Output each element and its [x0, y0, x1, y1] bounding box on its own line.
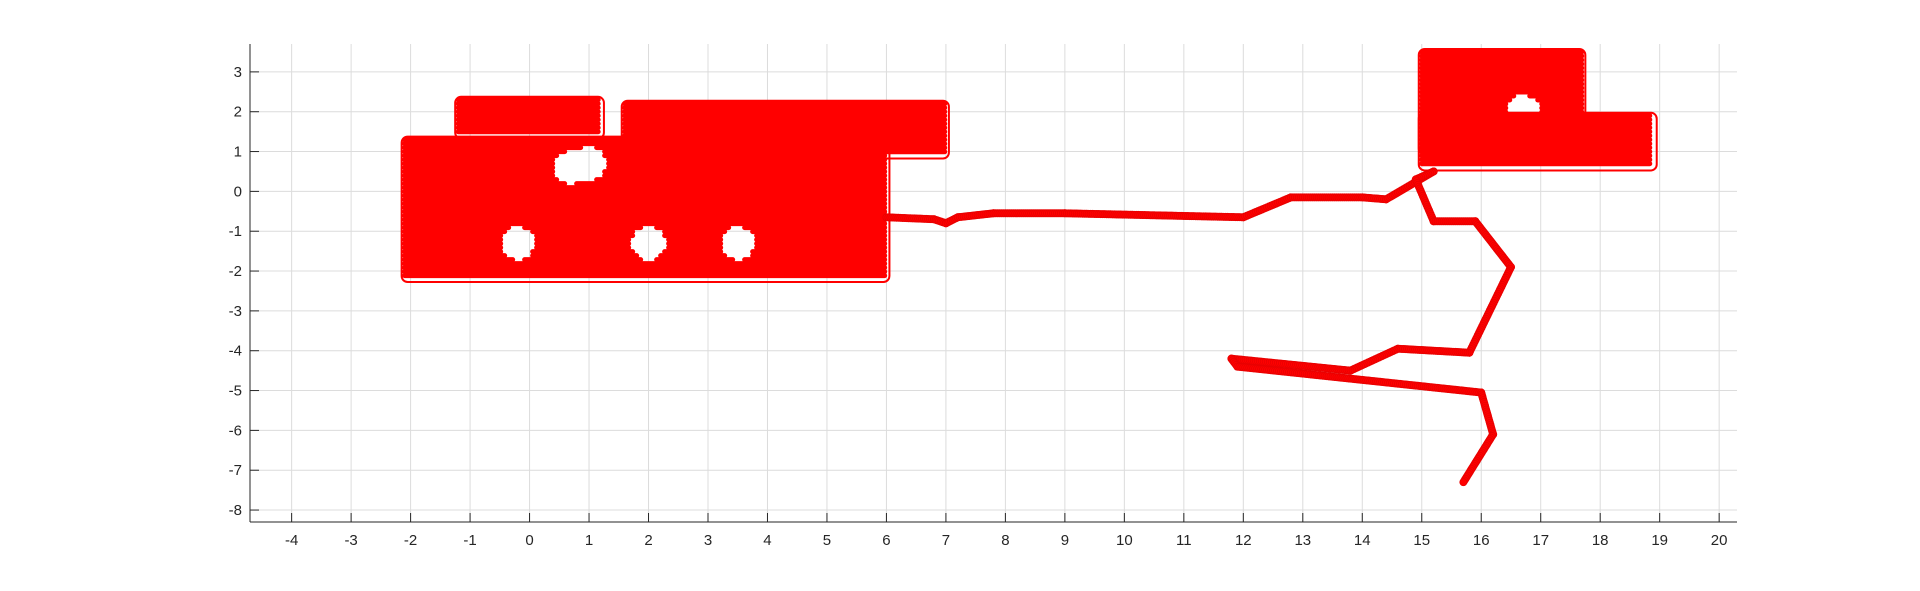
- y-tick-label: 3: [234, 64, 242, 81]
- point-cluster: [620, 99, 950, 160]
- y-tick-label: 2: [234, 104, 242, 121]
- x-tick-label: -1: [463, 532, 476, 549]
- x-tick-label: 9: [1061, 532, 1069, 549]
- y-tick-label: -1: [229, 223, 242, 240]
- axes: -4 -3 -2 -1 0 1 2 3 4 5 6 7 8 9 10 11 12 13 14 15 16 17 18 19 20…: [229, 44, 1737, 549]
- data-point: [1459, 478, 1468, 487]
- x-tick-label: 10: [1116, 532, 1133, 549]
- point-cluster: [1417, 111, 1658, 172]
- point-cluster: [454, 95, 605, 140]
- trajectory: [882, 167, 1515, 487]
- y-tick-label: -3: [229, 303, 242, 320]
- x-tick-label: 5: [823, 532, 831, 549]
- x-tick-label: 18: [1592, 532, 1609, 549]
- x-tick-label: 0: [525, 532, 533, 549]
- x-tick-label: 11: [1176, 532, 1192, 549]
- cluster-edge: [1417, 111, 1658, 172]
- x-tick-label: 8: [1001, 532, 1009, 549]
- y-tick-label: -7: [229, 462, 242, 479]
- x-tick-label: -3: [344, 532, 357, 549]
- x-tick-label: 12: [1235, 532, 1252, 549]
- x-tick-label: 14: [1354, 532, 1371, 549]
- y-tick-label: -2: [229, 263, 242, 280]
- x-tick-label: 1: [585, 532, 593, 549]
- y-tick-label: -5: [229, 383, 242, 400]
- x-tick-label: 7: [942, 532, 950, 549]
- y-tick-label: -4: [229, 343, 242, 360]
- x-tick-label: -2: [404, 532, 417, 549]
- data-series: [400, 47, 1658, 487]
- y-tick-label: 1: [234, 144, 242, 161]
- x-tick-label: -4: [285, 532, 298, 549]
- y-tick-label: -6: [229, 422, 242, 439]
- cluster-edge: [454, 95, 605, 140]
- x-tick-label: 19: [1651, 532, 1668, 549]
- y-tick-label: 0: [234, 183, 242, 200]
- x-tick-label: 17: [1532, 532, 1549, 549]
- x-tick-label: 20: [1711, 532, 1728, 549]
- cluster-edge: [620, 99, 950, 160]
- y-tick-label: -8: [229, 502, 242, 519]
- x-tick-label: 4: [763, 532, 771, 549]
- x-tick-label: 16: [1473, 532, 1490, 549]
- x-tick-label: 15: [1413, 532, 1430, 549]
- x-tick-label: 2: [644, 532, 652, 549]
- x-tick-label: 13: [1294, 532, 1311, 549]
- x-tick-label: 6: [882, 532, 890, 549]
- x-tick-label: 3: [704, 532, 712, 549]
